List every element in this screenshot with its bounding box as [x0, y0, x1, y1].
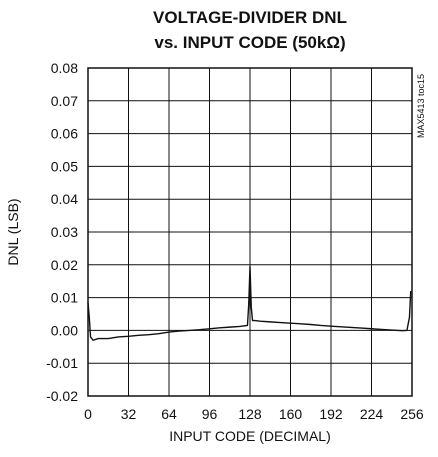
- x-tick-label: 224: [360, 406, 384, 422]
- y-tick-label: 0.01: [51, 290, 78, 306]
- x-tick-label: 32: [121, 406, 137, 422]
- y-tick-label: 0.07: [51, 93, 78, 109]
- y-tick-label: 0.05: [51, 158, 78, 174]
- chart-title: VOLTAGE-DIVIDER DNL vs. INPUT CODE (50kΩ…: [153, 8, 347, 52]
- x-tick-label: 128: [238, 406, 262, 422]
- y-axis-label: DNL (LSB): [5, 198, 21, 265]
- y-tick-label: 0.08: [51, 60, 78, 76]
- y-tick-label: -0.01: [46, 355, 78, 371]
- y-tick-label: 0.06: [51, 126, 78, 142]
- y-tick-label: -0.02: [46, 388, 78, 404]
- y-tick-label: 0.03: [51, 224, 78, 240]
- x-tick-labels: 0 32 64 96 128 160 192 224 256: [84, 406, 424, 422]
- x-tick-label: 96: [202, 406, 218, 422]
- y-tick-label: 0.00: [51, 322, 78, 338]
- x-tick-label: 192: [319, 406, 343, 422]
- gridlines: [87, 67, 413, 397]
- plot-frame: [87, 67, 413, 397]
- series-layer: [87, 265, 412, 341]
- x-axis-label: INPUT CODE (DECIMAL): [169, 428, 331, 444]
- x-tick-label: 160: [279, 406, 303, 422]
- dnl-series-line: [87, 265, 412, 341]
- x-tick-label: 256: [400, 406, 424, 422]
- x-tick-label: 64: [161, 406, 177, 422]
- chart-title-line-1: VOLTAGE-DIVIDER DNL: [153, 8, 347, 27]
- chart-title-line-2: vs. INPUT CODE (50kΩ): [154, 33, 345, 52]
- y-tick-label: 0.02: [51, 257, 78, 273]
- y-tick-labels: -0.02 -0.01 0.00 0.01 0.02 0.03 0.04 0.05 0.06 0.…: [46, 60, 78, 404]
- figure-code-note: MAX5413 toc15: [416, 74, 426, 138]
- y-tick-label: 0.04: [51, 191, 78, 207]
- x-tick-label: 0: [84, 406, 92, 422]
